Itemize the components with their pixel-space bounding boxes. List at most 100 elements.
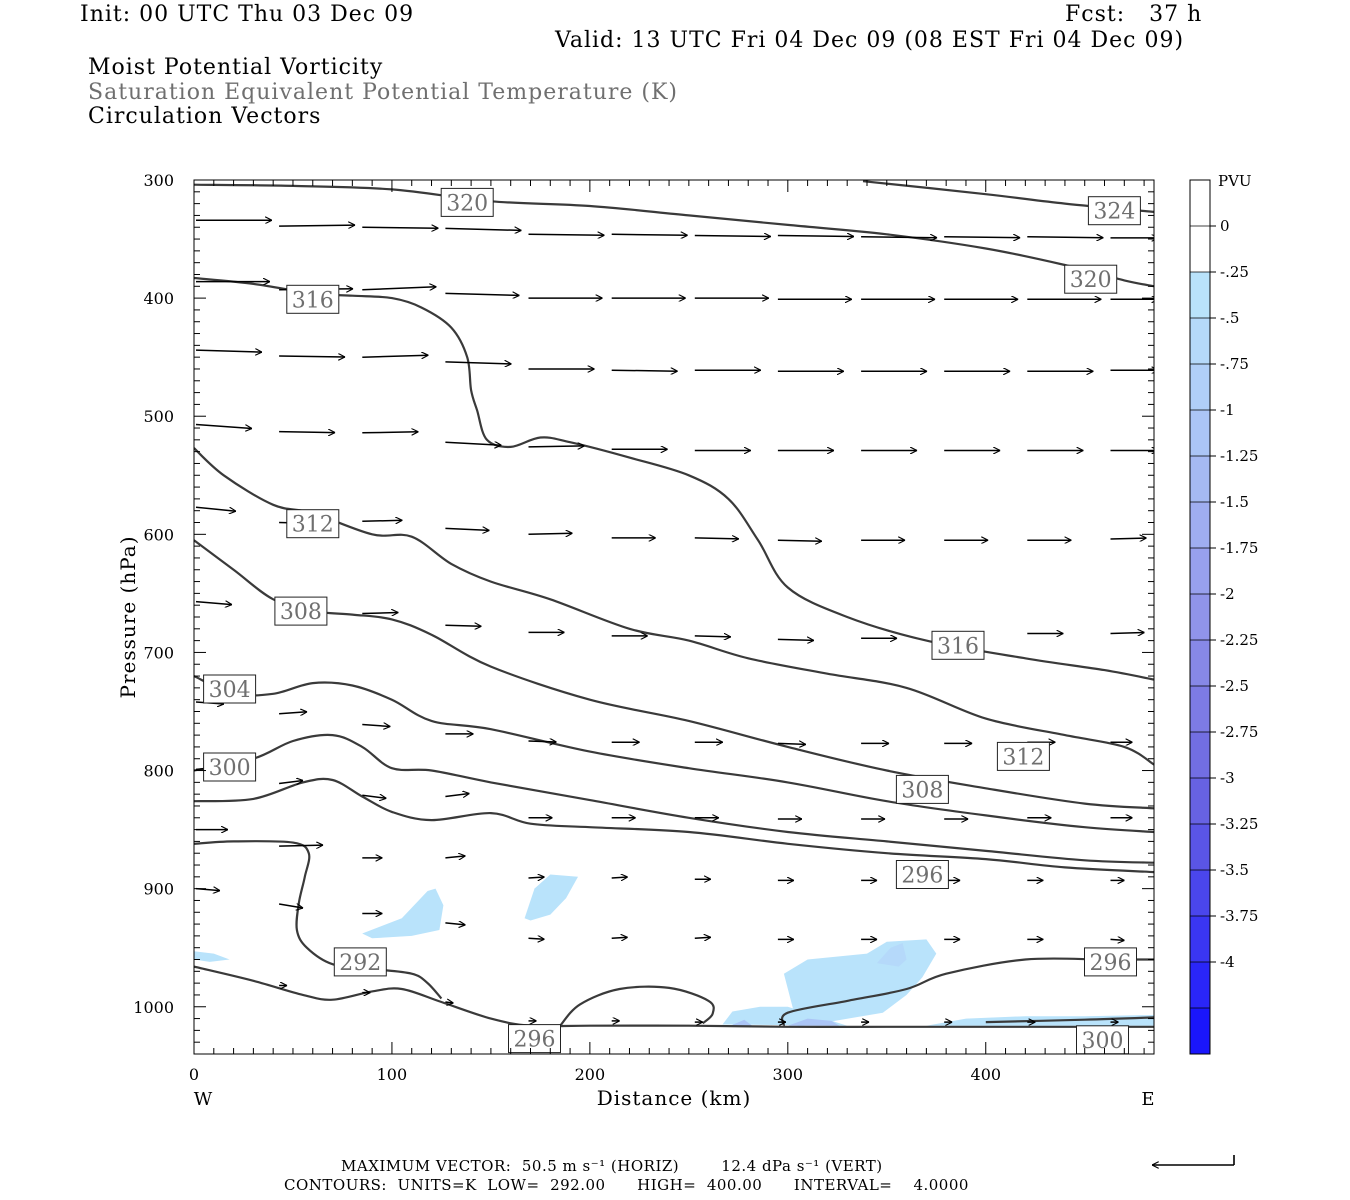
colorbar-tick-label: -1.25	[1220, 447, 1258, 465]
theta-contour-296	[559, 985, 715, 1027]
theta-contour-296	[194, 777, 1154, 874]
contour-label-292: 292	[333, 947, 387, 977]
svg-text:312: 312	[1002, 745, 1044, 770]
colorbar-frame	[1189, 179, 1211, 1055]
theta-contour-300	[194, 733, 1154, 864]
pv-shading-region	[730, 1019, 753, 1026]
theta-contour-304	[194, 675, 1154, 834]
circulation-vector	[445, 923, 465, 925]
colorbar-tick-label: -3	[1220, 769, 1235, 787]
y-tick-label: 500	[143, 407, 174, 426]
colorbar-swatch	[1190, 870, 1210, 917]
y-tick-label: 400	[143, 289, 174, 308]
circulation-vector	[528, 234, 605, 235]
y-axis-label: Pressure (hPa)	[116, 536, 140, 699]
svg-text:308: 308	[901, 778, 943, 803]
forecast-hour: Fcst: 37 h	[1065, 2, 1203, 27]
colorbar-tick-label: -3.5	[1220, 861, 1249, 879]
colorbar-swatch	[1190, 502, 1210, 549]
circulation-vector	[362, 613, 398, 614]
y-tick-label: 300	[143, 171, 174, 190]
colorbar-swatch	[1190, 226, 1210, 273]
circulation-vector	[445, 362, 511, 364]
x-right-end-label: E	[1141, 1089, 1154, 1110]
colorbar-swatch	[1190, 916, 1210, 963]
circulation-vector	[445, 528, 489, 530]
colorbar-swatch	[1190, 962, 1210, 1009]
circulation-vector	[694, 636, 731, 637]
circulation-vector	[362, 227, 438, 228]
colorbar-tick-label: -.75	[1220, 355, 1249, 373]
svg-text:300: 300	[209, 756, 251, 781]
circulation-vector	[279, 712, 307, 714]
circulation-vector	[1110, 538, 1147, 539]
circulation-vector	[611, 370, 678, 371]
field-title-vectors: Circulation Vectors	[88, 104, 322, 129]
theta-contour-320	[194, 183, 1154, 288]
theta-contour-292	[194, 840, 443, 1000]
colorbar-swatch	[1190, 272, 1210, 319]
contour-label-304: 304	[203, 674, 257, 704]
circulation-vector	[362, 795, 386, 798]
colorbar-tick-label: -2	[1220, 585, 1235, 603]
field-title-pv: Moist Potential Vorticity	[88, 55, 384, 80]
circulation-vector	[195, 506, 236, 511]
svg-text:292: 292	[339, 951, 381, 976]
pv-shading-region	[524, 874, 578, 921]
circulation-vector	[611, 877, 628, 878]
colorbar-tick-label: -3.25	[1220, 815, 1258, 833]
circulation-vector	[445, 293, 519, 295]
circulation-vector	[1110, 939, 1125, 940]
circulation-vector	[445, 856, 465, 858]
svg-text:316: 316	[292, 288, 334, 313]
x-tick-label: 0	[189, 1065, 199, 1084]
circulation-vector	[362, 355, 428, 357]
svg-text:320: 320	[446, 191, 488, 216]
colorbar-tick-label: -.25	[1220, 263, 1249, 281]
contour-label-300: 300	[1076, 1025, 1129, 1055]
contour-label-296: 296	[895, 860, 949, 889]
field-title-theta: Saturation Equivalent Potential Temperat…	[88, 80, 678, 105]
colorbar-tick-label: -2.5	[1220, 677, 1249, 695]
colorbar-tick-label: -2.75	[1220, 723, 1258, 741]
circulation-vector	[195, 350, 262, 352]
svg-text:312: 312	[292, 513, 334, 538]
colorbar-swatch	[1190, 686, 1210, 733]
colorbar-swatch	[1190, 778, 1210, 825]
pv-shading-region	[876, 943, 907, 967]
x-axis-label: Distance (km)	[597, 1086, 752, 1110]
circulation-vector	[528, 877, 545, 878]
pv-shading-region	[787, 1018, 840, 1026]
circulation-vector	[279, 781, 303, 784]
circulation-vector	[362, 725, 390, 727]
circulation-vector	[445, 442, 501, 445]
x-left-end-label: W	[194, 1089, 213, 1110]
circulation-vector	[362, 287, 436, 290]
colorbar-tick-label: 0	[1220, 217, 1230, 235]
y-tick-label: 600	[143, 525, 174, 544]
contour-label-308: 308	[274, 596, 328, 626]
theta-contour-300	[985, 1016, 1154, 1024]
circulation-vector	[528, 446, 585, 447]
colorbar-tick-label: -1	[1220, 401, 1235, 419]
circulation-vector	[777, 236, 854, 237]
x-tick-label: 300	[773, 1065, 804, 1084]
contour-label-312: 312	[996, 741, 1050, 771]
circulation-vector	[279, 845, 323, 846]
circulation-vector	[362, 520, 402, 521]
colorbar-tick-label: -1.75	[1220, 539, 1258, 557]
contour-label-308: 308	[895, 774, 949, 804]
reference-vector-icon	[1152, 1155, 1235, 1165]
svg-text:308: 308	[280, 600, 322, 625]
contour-label-312: 312	[286, 509, 340, 539]
svg-text:296: 296	[901, 864, 943, 889]
colorbar-swatch	[1190, 180, 1210, 227]
contour-label-316: 316	[931, 630, 985, 660]
circulation-vector	[195, 602, 232, 605]
circulation-vector	[195, 423, 252, 429]
x-tick-label: 100	[377, 1065, 408, 1084]
svg-text:296: 296	[514, 1028, 556, 1053]
circulation-vector	[694, 538, 739, 539]
colorbar-tick-label: -.5	[1220, 309, 1239, 327]
pv-shading-region	[362, 888, 444, 939]
